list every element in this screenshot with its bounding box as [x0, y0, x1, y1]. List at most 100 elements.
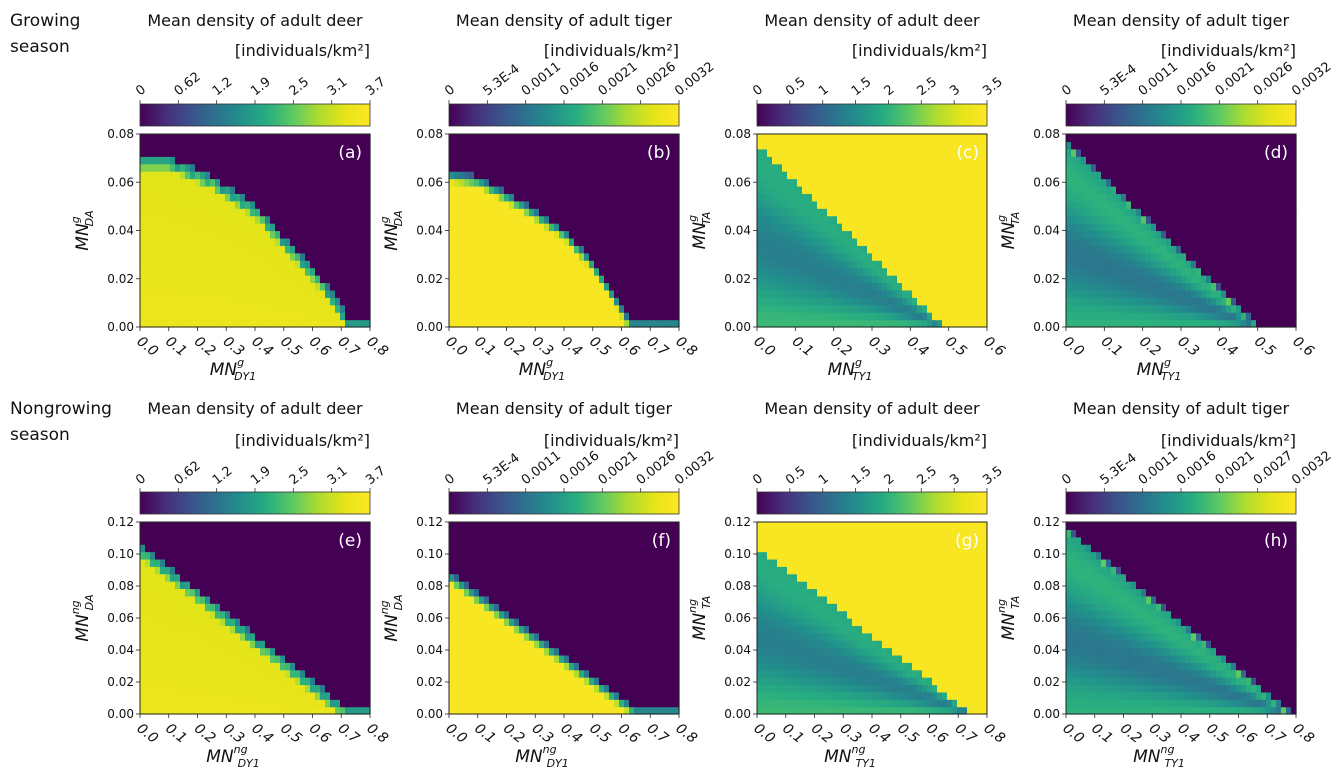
heatmap-cell [867, 141, 873, 150]
heatmap-cell [822, 141, 828, 150]
heatmap-cell [509, 200, 515, 209]
heatmap-cell [1266, 297, 1272, 306]
heatmap-cell [1126, 252, 1132, 261]
heatmap-cell [807, 289, 813, 298]
heatmap-cell [350, 282, 356, 291]
heatmap-cell [185, 275, 191, 284]
heatmap-cell [1276, 252, 1282, 261]
heatmap-cell [1111, 156, 1117, 165]
heatmap-cell [1291, 319, 1297, 328]
heatmap-cell [235, 223, 241, 232]
heatmap-cell [1236, 245, 1242, 254]
heatmap-cell [852, 275, 858, 284]
heatmap-cell [1186, 193, 1192, 202]
heatmap-cell [170, 200, 176, 209]
heatmap-cell [170, 237, 176, 246]
heatmap-cell [569, 200, 575, 209]
heatmap-cell [514, 312, 520, 321]
x-tick-label: 0.0 [134, 334, 161, 360]
heatmap-cell [474, 282, 480, 291]
heatmap-cell [350, 148, 356, 157]
heatmap-cell [504, 304, 510, 313]
heatmap-cell [170, 319, 176, 328]
heatmap-cell [345, 163, 351, 172]
heatmap-cell [1121, 260, 1127, 269]
heatmap-cell [1111, 289, 1117, 298]
heatmap-cell [594, 171, 600, 180]
heatmap-cell [494, 178, 500, 187]
heatmap-cell [1066, 319, 1072, 328]
heatmap-cell [624, 148, 630, 157]
heatmap-cell [777, 171, 783, 180]
heatmap-cell [215, 289, 221, 298]
heatmap-cell [1086, 223, 1092, 232]
heatmap-cell [255, 215, 261, 224]
heatmap-cell [827, 163, 833, 172]
heatmap-cell [265, 178, 271, 187]
heatmap-cell [792, 223, 798, 232]
heatmap-cell [1251, 223, 1257, 232]
heatmap-cell [589, 134, 595, 143]
heatmap-cell [479, 319, 485, 328]
heatmap-cell [629, 230, 635, 239]
heatmap-cell [877, 267, 883, 276]
heatmap-cell [170, 275, 176, 284]
heatmap-cell [634, 156, 640, 165]
heatmap-cell [942, 223, 948, 232]
heatmap-cell [285, 141, 291, 150]
heatmap-cell [1211, 163, 1217, 172]
heatmap-cell [1096, 141, 1102, 150]
heatmap-cell [782, 260, 788, 269]
heatmap-cell [280, 193, 286, 202]
heatmap-cell [1101, 275, 1107, 284]
heatmap-cell [832, 275, 838, 284]
heatmap-cell [220, 267, 226, 276]
heatmap-cell [250, 148, 256, 157]
heatmap-cell [1241, 141, 1247, 150]
y-tick-label: 0.08 [1033, 127, 1060, 141]
heatmap-cell [569, 223, 575, 232]
heatmap-cell [1196, 193, 1202, 202]
heatmap-cell [1081, 134, 1087, 143]
heatmap-cell [822, 312, 828, 321]
heatmap-cell [200, 282, 206, 291]
heatmap-cell [330, 289, 336, 298]
heatmap-cell [310, 141, 316, 150]
heatmap-cell [479, 245, 485, 254]
heatmap-cell [649, 304, 655, 313]
heatmap-cell [310, 178, 316, 187]
heatmap-cell [772, 208, 778, 217]
heatmap-cell [1156, 200, 1162, 209]
heatmap-cell [205, 267, 211, 276]
heatmap-cell [180, 148, 186, 157]
heatmap-cell [1276, 297, 1282, 306]
heatmap-cell [235, 275, 241, 284]
heatmap-cell [1261, 289, 1267, 298]
heatmap-cell [175, 200, 181, 209]
heatmap-cell [1236, 312, 1242, 321]
heatmap-cell [674, 223, 680, 232]
heatmap-cell [1241, 312, 1247, 321]
heatmap-cell [832, 230, 838, 239]
heatmap-cell [604, 289, 610, 298]
y-tick-label: 0.04 [107, 224, 134, 238]
heatmap-cell [827, 237, 833, 246]
heatmap-cell [892, 297, 898, 306]
heatmap-cell [1276, 223, 1282, 232]
heatmap-cell [1281, 245, 1287, 254]
heatmap-cell [1261, 252, 1267, 261]
heatmap-cell [155, 148, 161, 157]
heatmap-cell [1276, 141, 1282, 150]
heatmap-cell [270, 319, 276, 328]
heatmap-cell [817, 163, 823, 172]
heatmap-cell [524, 275, 530, 284]
colorbar-tick-label: 1.5 [849, 75, 875, 100]
heatmap-cell [165, 215, 171, 224]
heatmap-cell [140, 618, 146, 626]
heatmap-cell [365, 193, 371, 202]
heatmap-cell [1281, 275, 1287, 284]
heatmap-cell [1131, 200, 1137, 209]
heatmap-cell [762, 141, 768, 150]
heatmap-cell [1081, 178, 1087, 187]
heatmap-cell [200, 163, 206, 172]
